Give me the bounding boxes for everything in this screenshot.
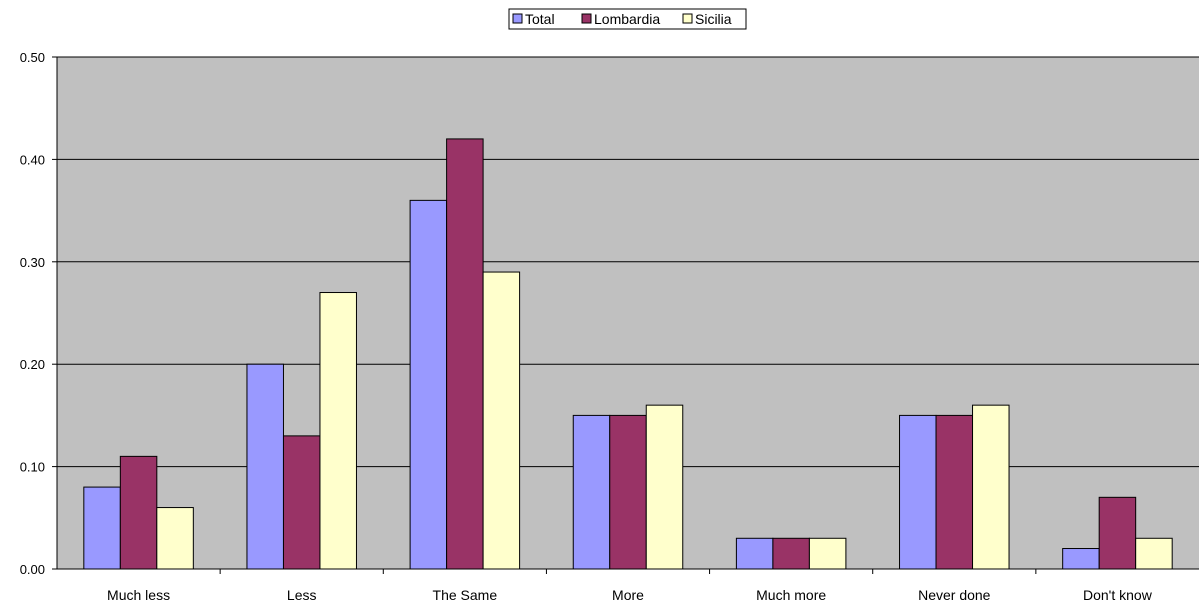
y-tick-labels: 0.00 0.10 0.20 0.30 0.40 0.50 [20, 50, 45, 577]
bar-sicilia-less [319, 292, 357, 570]
x-tick-label: More [612, 587, 644, 603]
legend: Total Lombardia Sicilia [508, 8, 747, 30]
bar-sicilia-more [645, 404, 684, 570]
bar-lombardia-less [282, 435, 321, 570]
bar-sicilia-the-same [482, 271, 521, 570]
bar-sicilia-much-more [808, 537, 847, 570]
bar-total-never-done [899, 414, 937, 570]
bar-sicilia-much-less [156, 507, 194, 570]
y-tick-label: 0.00 [20, 562, 45, 577]
x-tick-label: The Same [433, 587, 498, 603]
y-tick-label: 0.50 [20, 50, 45, 65]
x-tick-labels: Much less Less The Same More Much more Never … [107, 587, 1153, 603]
bar-sicilia-never-done [972, 404, 1010, 570]
bar-lombardia-don-t-know [1098, 496, 1137, 570]
y-tick-label: 0.30 [20, 255, 45, 270]
bar-total-much-more [735, 537, 774, 570]
bar-lombardia-more [609, 414, 647, 570]
bar-lombardia-the-same [446, 138, 484, 570]
bar-total-much-less [83, 486, 121, 570]
bar-total-don-t-know [1062, 548, 1100, 570]
bar-lombardia-much-more [772, 537, 810, 570]
legend-label-total: Total [525, 11, 555, 27]
axes [56, 57, 1199, 574]
legend-label-sicilia: Sicilia [695, 11, 732, 27]
legend-label-lombardia: Lombardia [594, 11, 660, 27]
bars [83, 138, 1173, 570]
x-tick-label: Less [287, 587, 317, 603]
x-tick-label: Much less [107, 587, 170, 603]
bar-lombardia-much-less [119, 455, 158, 570]
legend-swatch-total [512, 13, 523, 24]
y-tick-label: 0.40 [20, 152, 45, 167]
bar-lombardia-never-done [935, 414, 974, 570]
bar-sicilia-don-t-know [1135, 537, 1173, 570]
legend-swatch-sicilia [682, 13, 693, 24]
y-tick-label: 0.10 [20, 460, 45, 475]
x-tick-label: Never done [918, 587, 991, 603]
x-tick-label: Don't know [1083, 587, 1153, 603]
bar-total-the-same [409, 199, 448, 570]
legend-swatch-lombardia [581, 13, 592, 24]
x-tick-label: Much more [756, 587, 826, 603]
bar-total-more [572, 414, 611, 570]
bar-total-less [246, 363, 284, 570]
y-tick-label: 0.20 [20, 357, 45, 372]
